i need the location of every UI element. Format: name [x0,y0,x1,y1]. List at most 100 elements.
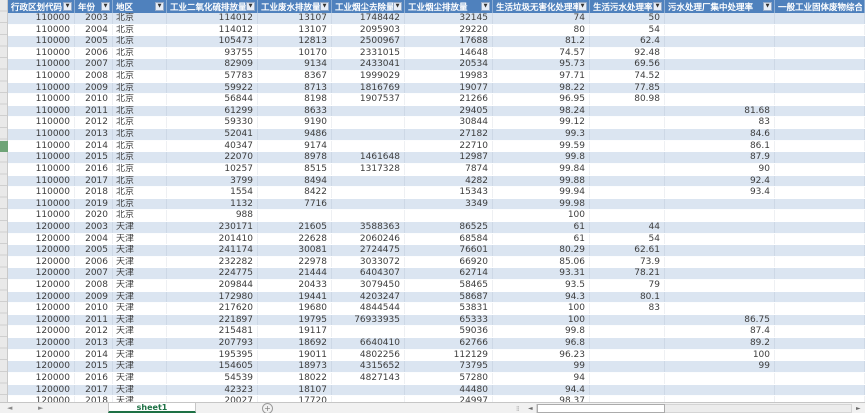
cell[interactable]: 8422 [258,187,332,198]
cell[interactable]: 19077 [405,82,493,94]
cell[interactable]: 86525 [405,221,493,233]
cell[interactable] [775,326,865,338]
cell[interactable] [590,384,665,396]
cell[interactable] [665,280,775,291]
cell[interactable]: 62.4 [590,36,665,47]
cell[interactable] [665,384,775,396]
cell[interactable]: 221897 [167,314,258,326]
cell[interactable]: 54 [590,233,665,245]
cell[interactable]: 80.1 [590,291,665,303]
cell[interactable] [775,314,865,326]
cell[interactable]: 87.4 [665,326,775,338]
cell[interactable]: 20534 [405,59,493,71]
cell[interactable]: 94.3 [493,291,590,303]
cell[interactable]: 天津 [113,338,167,349]
cell[interactable]: 4802256 [332,349,405,361]
cell[interactable]: 13107 [258,13,332,24]
filter-dropdown-icon[interactable]: ▼ [246,2,255,11]
cell[interactable]: 1554 [167,187,258,198]
cell[interactable]: 4203247 [332,291,405,303]
cell[interactable] [775,187,865,198]
cell[interactable]: 2724475 [332,245,405,256]
cell[interactable]: 8978 [258,152,332,163]
cell[interactable] [590,338,665,349]
cell[interactable]: 19117 [258,326,332,338]
cell[interactable]: 19680 [258,303,332,314]
cell[interactable]: 1461648 [332,152,405,163]
add-sheet-icon[interactable]: + [262,403,273,413]
cell[interactable] [590,210,665,221]
cell[interactable]: 22628 [258,233,332,245]
cell[interactable]: 217620 [167,303,258,314]
cell[interactable]: 76933935 [332,314,405,326]
cell[interactable] [665,94,775,105]
cell[interactable]: 32145 [405,13,493,24]
cell[interactable]: 73.9 [590,256,665,268]
cell[interactable]: 北京 [113,105,167,117]
cell[interactable]: 8198 [258,94,332,105]
cell[interactable]: 2010 [75,94,113,105]
cell[interactable]: 120000 [8,349,75,361]
cell[interactable]: 112129 [405,349,493,361]
cell[interactable]: 2011 [75,314,113,326]
cell[interactable]: 110000 [8,129,75,140]
cell[interactable]: 110000 [8,59,75,71]
cell[interactable] [775,384,865,396]
cell[interactable]: 19011 [258,349,332,361]
cell[interactable]: 110000 [8,210,75,221]
cell[interactable]: 110000 [8,198,75,210]
cell[interactable] [665,303,775,314]
cell[interactable] [775,280,865,291]
cell[interactable]: 110000 [8,152,75,163]
cell[interactable]: 224775 [167,268,258,280]
cell[interactable]: 4827143 [332,372,405,384]
cell[interactable]: 56844 [167,94,258,105]
cell[interactable]: 62.61 [590,245,665,256]
cell[interactable]: 2012 [75,117,113,129]
cell[interactable]: 99.12 [493,117,590,129]
cell[interactable]: 12987 [405,152,493,163]
cell[interactable]: 93.31 [493,268,590,280]
cell[interactable]: 4282 [405,175,493,187]
column-header[interactable]: 地区 ▼ [113,0,167,13]
cell[interactable]: 54539 [167,372,258,384]
cell[interactable] [775,349,865,361]
cell[interactable]: 114012 [167,24,258,36]
cell[interactable]: 2013 [75,129,113,140]
cell[interactable]: 3079450 [332,280,405,291]
column-header[interactable]: 工业烟尘去除量 ▼ [332,0,405,13]
cell[interactable] [332,105,405,117]
cell[interactable] [590,129,665,140]
cell[interactable]: 12813 [258,36,332,47]
cell[interactable]: 114012 [167,13,258,24]
filter-dropdown-icon[interactable]: ▼ [763,2,772,11]
cell[interactable]: 57280 [405,372,493,384]
cell[interactable]: 天津 [113,396,167,402]
cell[interactable] [590,105,665,117]
cell[interactable]: 99.59 [493,140,590,152]
cell[interactable]: 北京 [113,117,167,129]
cell[interactable]: 120000 [8,338,75,349]
cell[interactable] [665,198,775,210]
cell[interactable]: 8494 [258,175,332,187]
cell[interactable]: 69.56 [590,59,665,71]
cell[interactable]: 2008 [75,71,113,82]
cell[interactable]: 58687 [405,291,493,303]
cell[interactable]: 59330 [167,117,258,129]
cell[interactable]: 2017 [75,175,113,187]
cell[interactable]: 99.8 [493,326,590,338]
cell[interactable]: 21266 [405,94,493,105]
cell[interactable]: 201410 [167,233,258,245]
cell[interactable]: 北京 [113,175,167,187]
cell[interactable]: 120000 [8,256,75,268]
cell[interactable]: 2012 [75,326,113,338]
cell[interactable] [590,314,665,326]
cell[interactable]: 19441 [258,291,332,303]
cell[interactable]: 92.4 [665,175,775,187]
cell[interactable] [775,221,865,233]
cell[interactable]: 120000 [8,326,75,338]
scroll-right-icon[interactable]: ► [856,405,861,412]
cell[interactable]: 120000 [8,396,75,402]
cell[interactable]: 110000 [8,117,75,129]
cell[interactable] [665,221,775,233]
